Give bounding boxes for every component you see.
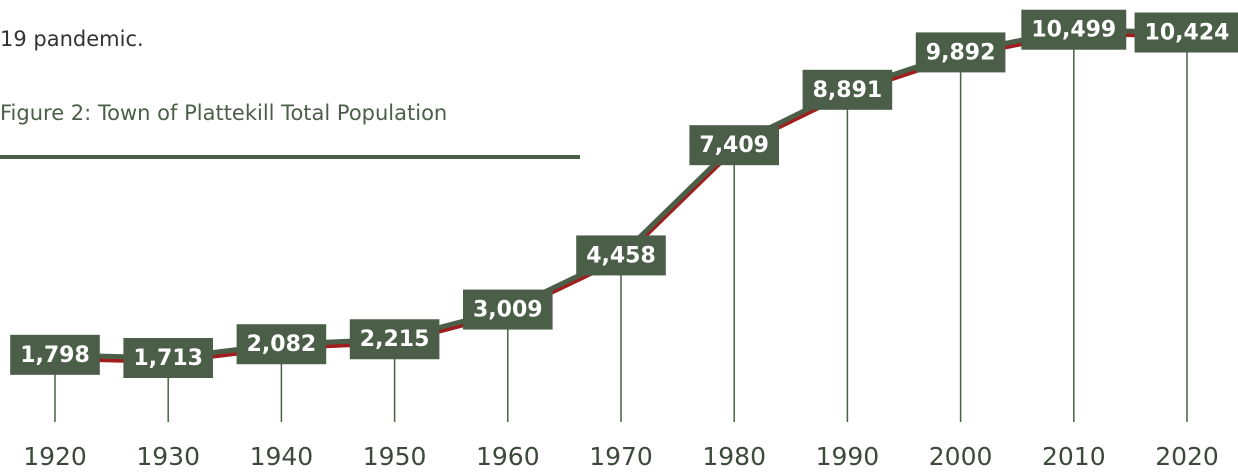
value-box (802, 69, 893, 110)
value-box (576, 235, 666, 276)
value-label: 7,409 (699, 133, 769, 158)
value-label: 8,891 (813, 78, 883, 103)
value-box (123, 337, 213, 378)
title-rule (0, 155, 580, 159)
x-tick-label: 1920 (23, 442, 87, 471)
body-text: 19 pandemic. (0, 27, 144, 51)
value-label: 3,009 (473, 298, 543, 323)
value-label: 2,082 (247, 332, 317, 357)
value-box (915, 32, 1006, 73)
x-tick-label: 1930 (136, 442, 200, 471)
x-tick-label: 1950 (363, 442, 427, 471)
x-tick-label: 1990 (816, 442, 880, 471)
value-box (463, 289, 553, 330)
x-tick-label: 1980 (702, 442, 766, 471)
value-label: 10,499 (1031, 18, 1116, 43)
chart-title: Figure 2: Town of Plattekill Total Popul… (0, 101, 447, 125)
value-label: 1,713 (133, 346, 203, 371)
x-tick-label: 2010 (1042, 442, 1106, 471)
value-box (689, 125, 779, 166)
value-label: 1,798 (20, 343, 90, 368)
x-tick-label: 2020 (1155, 442, 1219, 471)
value-label: 9,892 (926, 40, 996, 65)
x-tick-label: 1960 (476, 442, 540, 471)
x-tick-label: 1940 (250, 442, 314, 471)
x-tick-label: 1970 (589, 442, 653, 471)
value-box (236, 324, 327, 365)
value-label: 4,458 (586, 243, 656, 268)
value-box (1134, 12, 1238, 53)
x-tick-label: 2000 (929, 442, 993, 471)
value-box (10, 334, 100, 375)
value-box (1021, 9, 1127, 50)
value-label: 2,215 (360, 327, 430, 352)
value-label: 10,424 (1145, 21, 1230, 46)
value-box (349, 319, 440, 360)
